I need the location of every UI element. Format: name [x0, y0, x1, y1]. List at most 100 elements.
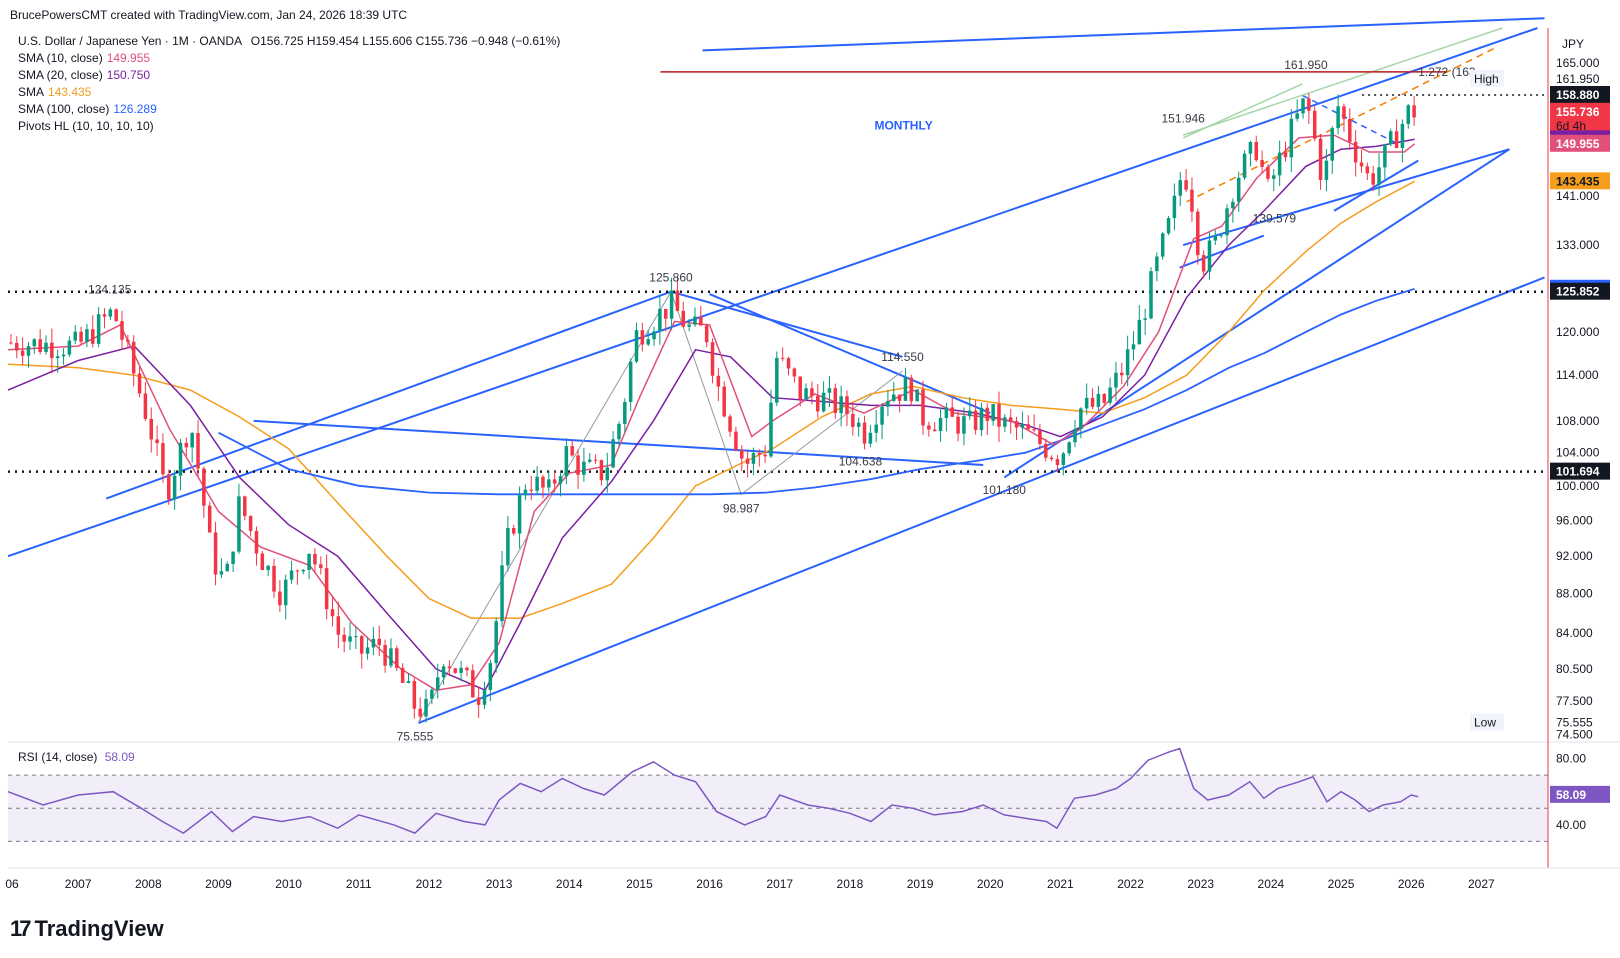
- candle-body: [687, 324, 691, 327]
- pivot-label: 114.550: [881, 350, 924, 364]
- rsi-tick-label: 80.00: [1556, 752, 1586, 766]
- legend-sma100-value: 126.289: [113, 102, 157, 116]
- candle-body: [646, 339, 650, 345]
- price-tag-bg: [1550, 282, 1610, 300]
- rsi-value-tag-bg: [1550, 785, 1610, 803]
- candle-body: [389, 648, 393, 666]
- price-tag-value: 149.955: [1556, 137, 1600, 151]
- currency-label: JPY: [1562, 37, 1584, 51]
- pivot-label: 75.555: [397, 729, 434, 743]
- y-tick-label: 88.000: [1556, 587, 1593, 601]
- x-tick-label: 2014: [556, 877, 583, 891]
- legend-pivots[interactable]: Pivots HL (10, 10, 10, 10): [18, 118, 560, 135]
- candle-body: [1201, 255, 1206, 272]
- candle-body: [1207, 240, 1212, 272]
- candle-body: [482, 689, 487, 705]
- price-tag-label: High: [1474, 72, 1499, 86]
- candle-body: [950, 407, 954, 417]
- candle-body: [1196, 211, 1200, 256]
- pivot-label: 98.987: [723, 501, 760, 515]
- candle-body: [61, 354, 66, 357]
- rsi-tick-label: 40.00: [1556, 818, 1586, 832]
- y-tick-label: 165.000: [1556, 56, 1600, 70]
- legend-panel: U.S. Dollar / Japanese Yen · 1M · OANDA …: [18, 33, 560, 135]
- candle-body: [1190, 189, 1194, 212]
- candle-body: [552, 479, 557, 484]
- candle-body: [1242, 153, 1247, 178]
- candle-body: [260, 553, 265, 571]
- candle-body: [839, 396, 843, 414]
- candle-body: [968, 410, 972, 417]
- pivot-label: 161.950: [1284, 58, 1328, 72]
- candle-body: [558, 476, 563, 484]
- candle-body: [511, 527, 516, 534]
- candle-body: [1377, 167, 1381, 185]
- candle-body: [640, 330, 645, 345]
- candle-body: [570, 446, 574, 456]
- candle-body: [1301, 98, 1305, 114]
- candle-body: [938, 417, 943, 432]
- legend-sma20-value: 150.750: [106, 68, 151, 82]
- candle-body: [1307, 98, 1311, 111]
- candle-body: [319, 564, 323, 569]
- sma20-line: [7, 138, 1415, 692]
- candle-body: [1213, 235, 1218, 241]
- candle-body: [699, 316, 703, 326]
- y-tick-label: 96.000: [1556, 513, 1593, 527]
- candle-body: [400, 667, 405, 683]
- candle-body: [453, 668, 458, 673]
- candle-body: [371, 638, 376, 648]
- candle-body: [628, 361, 633, 402]
- candle-body: [1032, 429, 1036, 431]
- candle-body: [991, 404, 995, 421]
- candle-body: [886, 400, 890, 407]
- trendline: [1333, 159, 1419, 212]
- candle-body: [91, 329, 95, 344]
- candle-body: [96, 314, 101, 344]
- candle-body: [459, 667, 463, 673]
- candle-body: [693, 316, 697, 325]
- trendline: [418, 276, 1545, 724]
- pivot-zigzag: [417, 290, 903, 723]
- candle-body: [576, 455, 580, 475]
- legend-sma10[interactable]: SMA (10, close) 149.955: [18, 50, 560, 67]
- x-tick-label: 2009: [205, 877, 232, 891]
- legend-sma100[interactable]: SMA (100, close) 126.289: [18, 101, 560, 118]
- candle-body: [927, 425, 931, 430]
- y-tick-label: 74.500: [1556, 727, 1593, 741]
- candle-body: [131, 341, 136, 374]
- rsi-value-tag: 58.09: [1556, 788, 1586, 802]
- candle-body: [1067, 442, 1071, 454]
- candle-body: [190, 433, 194, 448]
- price-tag-value: 125.852: [1556, 285, 1600, 299]
- x-tick-label: 2007: [65, 877, 92, 891]
- candle-body: [587, 459, 592, 462]
- legend-symbol: U.S. Dollar / Japanese Yen · 1M · OANDA: [18, 34, 242, 48]
- x-tick-label: 2012: [416, 877, 443, 891]
- candle-body: [55, 356, 60, 359]
- candle-body: [1131, 344, 1136, 350]
- legend-sma20[interactable]: SMA (20, close) 150.750: [18, 67, 560, 84]
- candle-body: [424, 698, 428, 717]
- x-tick-label: 2020: [977, 877, 1004, 891]
- candle-body: [1172, 195, 1177, 219]
- rsi-legend-label: RSI (14, close): [18, 750, 98, 764]
- candle-body: [932, 429, 937, 432]
- tradingview-logo-text: TradingView: [34, 916, 164, 941]
- legend-sma[interactable]: SMA 143.435: [18, 84, 560, 101]
- legend-symbol-row[interactable]: U.S. Dollar / Japanese Yen · 1M · OANDA …: [18, 33, 560, 50]
- candle-body: [675, 290, 680, 311]
- candle-body: [599, 460, 604, 481]
- candle-body: [1231, 201, 1235, 209]
- rsi-legend[interactable]: RSI (14, close) 58.09: [18, 750, 135, 764]
- candle-body: [1008, 417, 1013, 422]
- candle-body: [710, 342, 715, 376]
- rsi-legend-value: 58.09: [104, 750, 135, 764]
- candle-body: [354, 636, 358, 638]
- candle-body: [1254, 142, 1259, 161]
- candle-body: [278, 591, 282, 606]
- candle-body: [324, 568, 329, 610]
- tradingview-logo[interactable]: 17 TradingView: [10, 916, 164, 942]
- candle-body: [634, 330, 639, 362]
